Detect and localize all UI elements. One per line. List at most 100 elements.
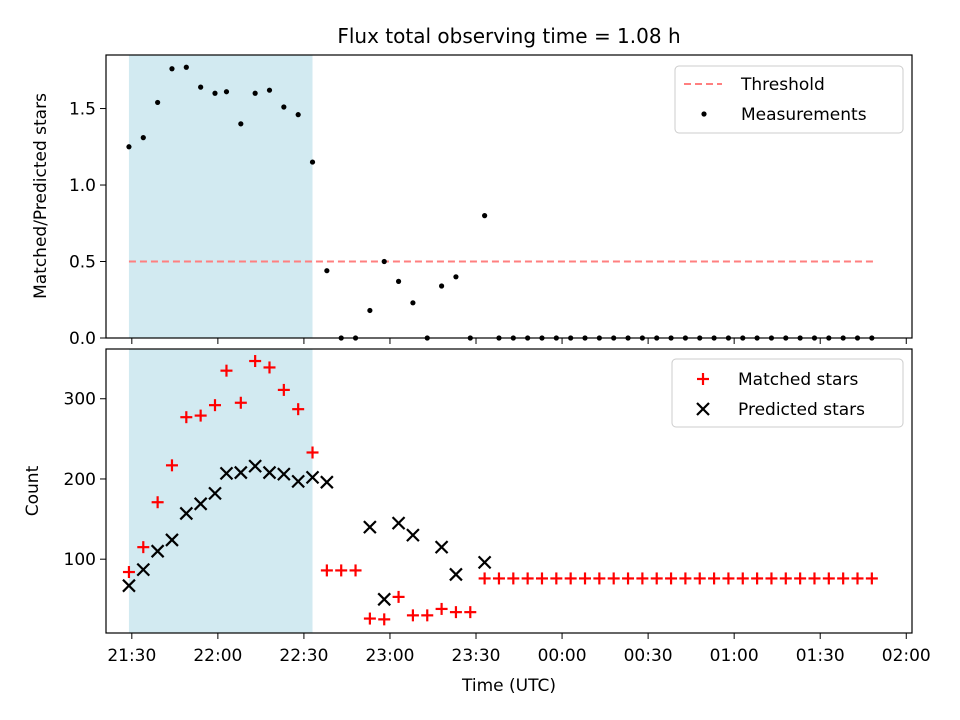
matched-stars-point <box>349 564 362 577</box>
predicted-stars-point <box>262 465 277 480</box>
matched-stars-point <box>220 364 233 377</box>
predicted-stars-point <box>291 474 305 489</box>
matched-stars-point <box>421 609 434 622</box>
measurements-point <box>410 300 416 306</box>
matched-stars-legend-label: Matched stars <box>738 370 858 390</box>
matched-stars-point <box>722 572 735 585</box>
matched-stars-point <box>650 572 663 585</box>
predicted-stars-point <box>165 533 179 547</box>
matched-stars-point <box>122 566 135 579</box>
matched-stars-point <box>180 411 193 424</box>
matched-stars-point <box>406 609 419 622</box>
xtick-label: 02:00 <box>882 646 931 666</box>
measurements-point <box>155 99 161 106</box>
measurements-point <box>183 64 189 70</box>
matched-stars-point <box>579 572 592 585</box>
matched-stars-point <box>794 572 807 585</box>
matched-stars-point <box>593 572 606 585</box>
measurements-point <box>324 268 330 274</box>
xtick-label: 22:00 <box>193 646 242 666</box>
measurements-point <box>238 121 244 127</box>
matched-stars-point <box>194 409 207 422</box>
ratio-ytick-label: 1.5 <box>69 100 96 120</box>
measurements-point <box>126 144 132 150</box>
measurements-point <box>395 278 402 284</box>
matched-stars-point <box>263 361 276 374</box>
x-axis-label: Time (UTC) <box>461 676 556 696</box>
matched-stars-point <box>765 572 778 585</box>
xtick-label: 21:30 <box>107 646 156 666</box>
count-ytick-label: 300 <box>64 390 96 410</box>
predicted-stars-point <box>305 470 320 485</box>
count-legend-box <box>671 358 904 428</box>
matched-stars-point <box>550 572 563 585</box>
predicted-stars-point <box>150 544 165 558</box>
matched-stars-point <box>165 459 178 472</box>
predicted-stars-point <box>449 567 463 582</box>
measurements-point <box>223 89 230 95</box>
matched-stars-point <box>679 572 692 585</box>
matched-stars-point <box>851 572 864 585</box>
matched-stars-point <box>151 496 164 509</box>
predicted-stars-point <box>406 528 420 542</box>
matched-stars-point <box>693 572 706 585</box>
matched-stars-point <box>837 572 850 585</box>
matched-stars-point <box>492 572 505 585</box>
matched-stars-point <box>636 572 649 585</box>
ratio-ytick-label: 0.0 <box>69 329 96 349</box>
predicted-stars-point <box>193 497 208 511</box>
ratio-shaded-region <box>128 55 313 338</box>
measurements-legend-swatch <box>701 111 707 117</box>
predicted-stars-legend-label: Predicted stars <box>738 400 865 420</box>
ratio-axes-frame <box>105 54 913 339</box>
matched-stars-point <box>335 564 348 577</box>
predicted-stars-point <box>179 506 194 521</box>
matched-stars-legend-swatch <box>697 373 709 385</box>
matched-stars-point <box>306 446 319 459</box>
count-ticks-layer: 100 200 300 21:30 22:00 22:30 23:00 23:30 00:00 0… <box>64 390 931 666</box>
predicted-stars-point <box>434 540 449 554</box>
matched-stars-point <box>249 355 262 368</box>
predicted-stars-point <box>320 475 334 489</box>
measurements-legend-label: Measurements <box>741 105 867 125</box>
count-marks-layer <box>122 355 878 626</box>
measurements-point <box>252 90 258 96</box>
matched-stars-point <box>622 572 635 585</box>
xtick-label: 00:30 <box>624 646 673 666</box>
predicted-stars-point <box>391 516 406 530</box>
count-legend: Matched stars Predicted stars <box>671 358 904 428</box>
matched-stars-point <box>137 541 150 554</box>
threshold-legend-label: Threshold <box>740 75 825 95</box>
matched-stars-point <box>822 572 835 585</box>
measurements-point <box>198 84 204 90</box>
measurements-point <box>281 104 287 110</box>
matched-stars-point <box>363 612 376 625</box>
measurements-point <box>381 258 387 265</box>
matched-stars-point <box>665 572 678 585</box>
ratio-ticks-layer: 0.0 0.5 1.0 1.5 <box>69 100 907 349</box>
matched-stars-point <box>320 564 333 577</box>
measurements-point <box>140 135 146 141</box>
ratio-ytick-label: 0.5 <box>69 253 96 273</box>
count-ytick-label: 200 <box>64 470 96 490</box>
count-axes-frame <box>105 348 913 634</box>
matched-stars-point <box>292 403 305 416</box>
predicted-stars-point <box>363 520 377 534</box>
matched-stars-point <box>234 396 247 409</box>
matched-stars-point <box>277 383 290 396</box>
measurements-point <box>482 213 488 219</box>
predicted-stars-point <box>477 555 492 570</box>
matched-stars-point <box>449 606 462 619</box>
matched-stars-point <box>208 399 221 412</box>
xtick-label: 23:00 <box>365 646 414 666</box>
matched-stars-point <box>464 606 477 619</box>
measurements-point <box>367 307 373 314</box>
count-shaded-region <box>128 349 313 633</box>
count-panel: 100 200 300 21:30 22:00 22:30 23:00 23:30 00:00 0… <box>23 348 931 666</box>
matched-stars-point <box>507 572 520 585</box>
measurements-point <box>295 112 301 118</box>
count-shaded-region-layer <box>128 349 313 633</box>
ratio-ytick-label: 1.0 <box>69 176 96 196</box>
ratio-legend-box <box>674 65 904 134</box>
